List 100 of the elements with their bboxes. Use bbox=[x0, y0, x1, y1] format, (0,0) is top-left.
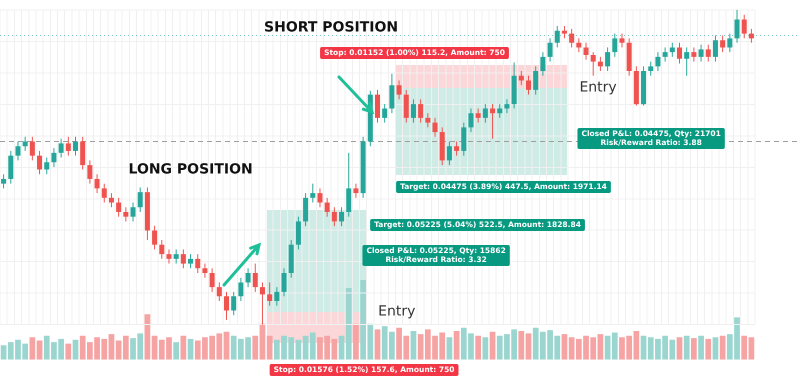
annotation: Entry bbox=[579, 80, 617, 96]
candlestick bbox=[605, 46, 610, 72]
candlestick bbox=[727, 33, 732, 53]
candlestick bbox=[317, 188, 322, 208]
candlestick bbox=[72, 136, 78, 156]
candlestick bbox=[130, 202, 136, 222]
candlestick bbox=[1, 174, 6, 189]
candlestick bbox=[138, 186, 143, 212]
bar bbox=[705, 338, 712, 360]
candlestick bbox=[339, 206, 344, 227]
candlestick bbox=[691, 46, 696, 62]
candlestick bbox=[231, 291, 236, 316]
candlestick bbox=[540, 52, 546, 76]
candlestick bbox=[274, 286, 280, 306]
candlestick bbox=[490, 104, 496, 140]
candlestick bbox=[332, 206, 337, 227]
candlestick bbox=[468, 108, 474, 133]
candlestick bbox=[22, 136, 28, 152]
candlestick bbox=[476, 108, 481, 124]
candlestick bbox=[303, 192, 308, 227]
candlestick bbox=[389, 73, 394, 114]
candlestick bbox=[174, 248, 179, 264]
candlestick bbox=[15, 141, 20, 161]
candlestick bbox=[224, 291, 230, 320]
bar bbox=[454, 330, 460, 360]
candlestick bbox=[58, 138, 64, 158]
candlestick bbox=[396, 80, 402, 100]
candlestick bbox=[210, 268, 215, 292]
candlestick bbox=[410, 98, 416, 124]
candlestick bbox=[180, 248, 186, 269]
candlestick bbox=[569, 28, 574, 48]
candlestick bbox=[684, 46, 690, 76]
candlestick bbox=[554, 26, 560, 48]
bar bbox=[684, 336, 690, 360]
bar bbox=[374, 329, 380, 360]
candlestick bbox=[432, 117, 438, 138]
candlestick bbox=[246, 268, 251, 288]
candlestick bbox=[454, 141, 460, 156]
candlestick bbox=[80, 136, 86, 170]
bar bbox=[446, 337, 452, 360]
candlestick bbox=[267, 282, 272, 306]
annotation: SHORT POSITION bbox=[264, 20, 398, 36]
bar bbox=[482, 337, 488, 360]
candlestick bbox=[518, 70, 524, 86]
candlestick bbox=[461, 122, 466, 156]
candlestick bbox=[619, 33, 624, 48]
candlestick bbox=[51, 148, 56, 168]
candlestick bbox=[108, 192, 114, 208]
candlestick bbox=[720, 34, 726, 53]
candlestick bbox=[282, 268, 287, 297]
candlestick bbox=[598, 56, 603, 72]
candlestick bbox=[712, 34, 718, 62]
candlestick bbox=[526, 75, 532, 96]
bar bbox=[180, 336, 186, 360]
candlestick bbox=[44, 157, 50, 175]
candlestick bbox=[37, 150, 42, 175]
candlestick bbox=[576, 38, 582, 53]
candlestick bbox=[504, 98, 510, 114]
candlestick bbox=[202, 263, 208, 278]
candlestick bbox=[102, 183, 107, 204]
bar bbox=[188, 338, 194, 360]
candlestick bbox=[374, 89, 380, 124]
candlestick bbox=[87, 160, 92, 184]
bar bbox=[173, 342, 180, 360]
candlestick bbox=[497, 104, 502, 118]
bar bbox=[353, 324, 359, 360]
candlestick bbox=[662, 46, 668, 62]
bar bbox=[720, 336, 726, 360]
candlestick bbox=[670, 42, 675, 58]
bar bbox=[410, 330, 416, 360]
candlestick bbox=[152, 225, 158, 250]
candlestick bbox=[382, 104, 388, 124]
candlestick bbox=[548, 38, 553, 62]
candlestick bbox=[404, 89, 409, 124]
candlestick bbox=[482, 104, 488, 124]
candlestick bbox=[216, 282, 222, 302]
candlestick bbox=[676, 42, 682, 64]
candlestick bbox=[353, 183, 358, 198]
candlestick bbox=[533, 66, 538, 96]
candlestick bbox=[310, 183, 316, 204]
candlestick bbox=[324, 197, 330, 218]
bar bbox=[72, 340, 78, 360]
candlestick bbox=[742, 14, 747, 39]
candlestick bbox=[238, 277, 244, 302]
candlestick bbox=[188, 254, 194, 269]
candlestick bbox=[8, 150, 14, 184]
annotation: Entry bbox=[378, 304, 416, 320]
candlestick bbox=[706, 44, 711, 62]
candlestick bbox=[748, 28, 754, 44]
candlestick bbox=[159, 239, 164, 260]
candlestick bbox=[195, 254, 200, 274]
candlestick bbox=[648, 61, 654, 76]
bar bbox=[676, 337, 682, 360]
bar bbox=[698, 336, 704, 360]
bar bbox=[475, 336, 482, 360]
candlestick bbox=[425, 112, 430, 128]
annotation: LONG POSITION bbox=[128, 162, 253, 178]
candlestick bbox=[346, 152, 352, 218]
bar bbox=[691, 338, 697, 360]
candlestick bbox=[296, 216, 301, 250]
